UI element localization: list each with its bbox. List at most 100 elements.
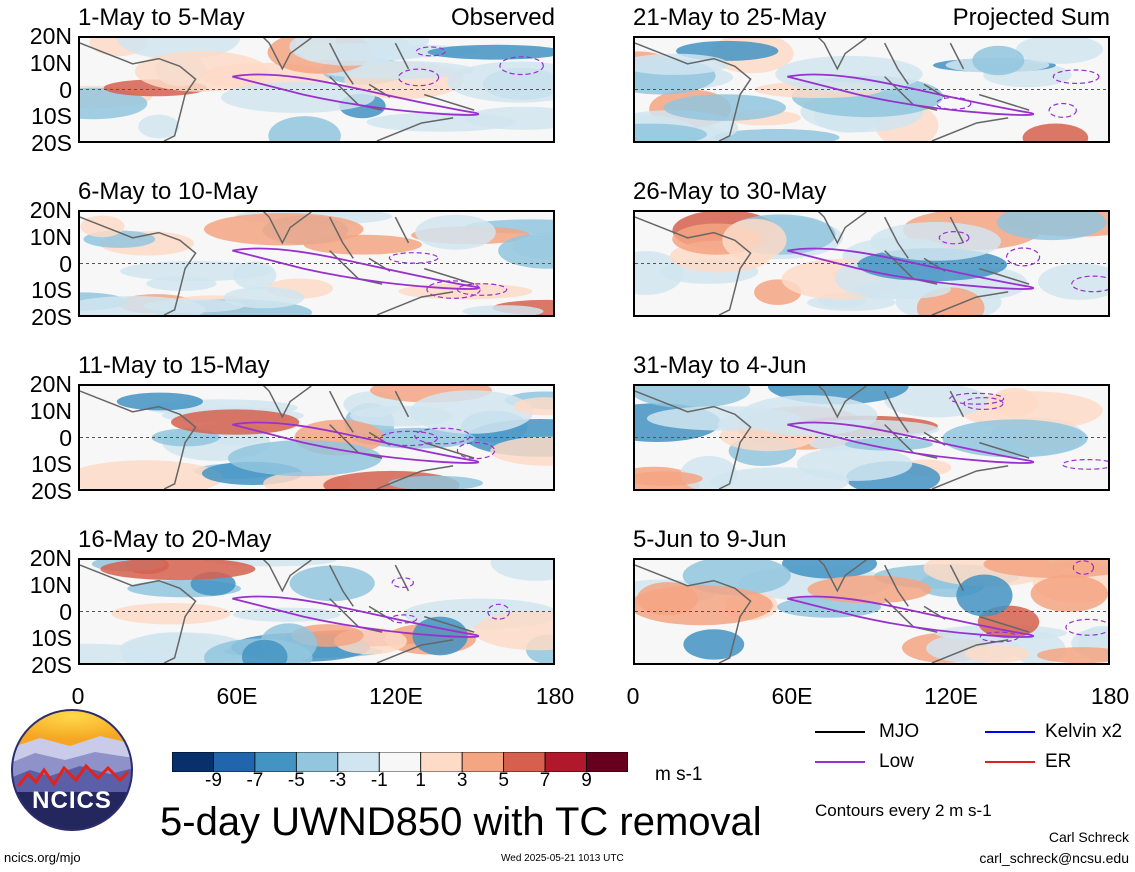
anomaly-region xyxy=(223,286,305,309)
y-tick-label: 10S xyxy=(31,625,72,652)
low-contour-negative xyxy=(456,283,508,296)
footer-url[interactable]: ncics.org/mjo xyxy=(4,850,81,865)
coastline xyxy=(262,560,312,593)
low-contour xyxy=(232,595,480,638)
footer-email[interactable]: carl_schreck@ncsu.edu xyxy=(979,850,1129,866)
anomaly-region xyxy=(233,261,277,290)
anomaly-region xyxy=(100,560,256,581)
logo-text: NCICS xyxy=(32,787,112,814)
colorbar-swatch xyxy=(213,751,256,773)
anomaly-region xyxy=(409,390,534,434)
coastline xyxy=(262,38,312,71)
panel-title: 26-May to 30-May xyxy=(633,178,827,205)
colorbar-tick-label: 5 xyxy=(498,770,509,791)
anomaly-region xyxy=(289,38,410,66)
anomaly-region xyxy=(782,560,877,579)
anomaly-region xyxy=(241,639,288,663)
y-tick-label: 10N xyxy=(29,49,72,76)
low-contour-negative xyxy=(426,280,481,299)
low-contour-negative xyxy=(391,577,414,588)
anomaly-region xyxy=(171,409,300,435)
colorbar-tick-label: 3 xyxy=(456,770,468,791)
x-tick-label: 60E xyxy=(216,683,258,709)
anomaly-region xyxy=(221,81,375,113)
anomaly-region xyxy=(427,44,553,60)
anomaly-region xyxy=(844,437,933,451)
colorbar-swatch xyxy=(171,751,214,773)
y-tick-label: 0 xyxy=(59,598,72,625)
low-contour-negative xyxy=(938,231,970,245)
y-tick-label: 0 xyxy=(59,250,72,277)
map-panel xyxy=(78,36,555,143)
panel-title: 1-May to 5-May xyxy=(78,4,245,31)
anomaly-region xyxy=(1037,647,1108,663)
anomaly-region xyxy=(635,471,703,486)
coastline xyxy=(80,216,197,315)
x-tick-label: 0 xyxy=(71,683,85,709)
x-tick-label: 120E xyxy=(924,683,978,709)
anomaly-region xyxy=(498,232,553,269)
anomaly-region xyxy=(268,116,341,141)
map-panel xyxy=(633,36,1110,143)
anomaly-region xyxy=(710,467,850,489)
colorbar-swatch xyxy=(544,751,587,773)
anomaly-region xyxy=(635,53,729,75)
panel-title: 11-May to 15-May xyxy=(78,352,270,379)
colorbar-tick-label: -1 xyxy=(370,770,388,791)
y-tick-label: 10N xyxy=(29,223,72,250)
anomaly-region xyxy=(646,406,801,431)
map-panel xyxy=(633,384,1110,491)
y-tick-label: 20S xyxy=(31,304,72,330)
colorbar-tick-label: 7 xyxy=(539,770,551,791)
colorbar-swatch xyxy=(586,751,629,773)
low-contour-negative xyxy=(415,46,446,57)
anomaly-region xyxy=(203,213,364,246)
low-contour-negative xyxy=(1065,618,1108,636)
colorbar-swatch xyxy=(378,751,422,773)
coastline xyxy=(635,42,752,141)
anomaly-region xyxy=(983,560,1108,578)
low-contour-negative xyxy=(456,441,496,460)
low-contour-negative xyxy=(499,56,544,76)
map-panel xyxy=(633,558,1110,665)
anomaly-region xyxy=(415,214,496,250)
low-contour-negative xyxy=(1006,247,1041,267)
y-tick-label: 10N xyxy=(29,397,72,424)
colorbar-swatch xyxy=(503,751,546,773)
anomaly-region xyxy=(490,436,553,466)
y-tick-label: 20N xyxy=(29,545,72,571)
legend-lines xyxy=(815,731,1035,763)
colorbar-unit: m s-1 xyxy=(655,764,703,785)
panel-title: 5-Jun to 9-Jun xyxy=(633,526,787,553)
anomaly-region xyxy=(366,112,517,132)
y-tick-label: 20N xyxy=(29,23,72,49)
contour-note: Contours every 2 m s-1 xyxy=(815,801,992,820)
low-contour-negative xyxy=(949,392,1005,405)
y-tick-label: 10N xyxy=(29,571,72,598)
anomaly-region xyxy=(80,460,223,489)
low-contour xyxy=(232,247,480,290)
anomaly-region xyxy=(134,51,269,92)
panel-tag: Observed xyxy=(450,4,555,31)
x-tick-label: 0 xyxy=(626,683,640,709)
y-tick-label: 10S xyxy=(31,103,72,130)
y-tick-label: 20S xyxy=(31,478,72,504)
panel-title: 21-May to 25-May xyxy=(633,4,827,31)
legend-label-kelvin: Kelvin x2 xyxy=(1045,721,1123,742)
anomaly-region xyxy=(956,574,1013,617)
anomaly-region xyxy=(80,643,163,663)
low-contour xyxy=(787,247,1035,290)
low-contour-negative xyxy=(1052,69,1100,84)
colorbar-tick-label: -3 xyxy=(329,770,347,791)
anomaly-region xyxy=(138,114,180,139)
anomaly-region xyxy=(972,45,1025,76)
x-tick-label: 120E xyxy=(369,683,423,709)
coastline xyxy=(80,42,197,141)
panel-title: 6-May to 10-May xyxy=(78,178,259,205)
anomaly-region xyxy=(996,212,1107,241)
colorbar-tick-label: -5 xyxy=(287,770,305,791)
y-tick-label: 0 xyxy=(59,76,72,103)
coastline xyxy=(817,560,867,593)
coastline xyxy=(262,386,312,419)
main-title: 5-day UWND850 with TC removal xyxy=(160,800,762,844)
